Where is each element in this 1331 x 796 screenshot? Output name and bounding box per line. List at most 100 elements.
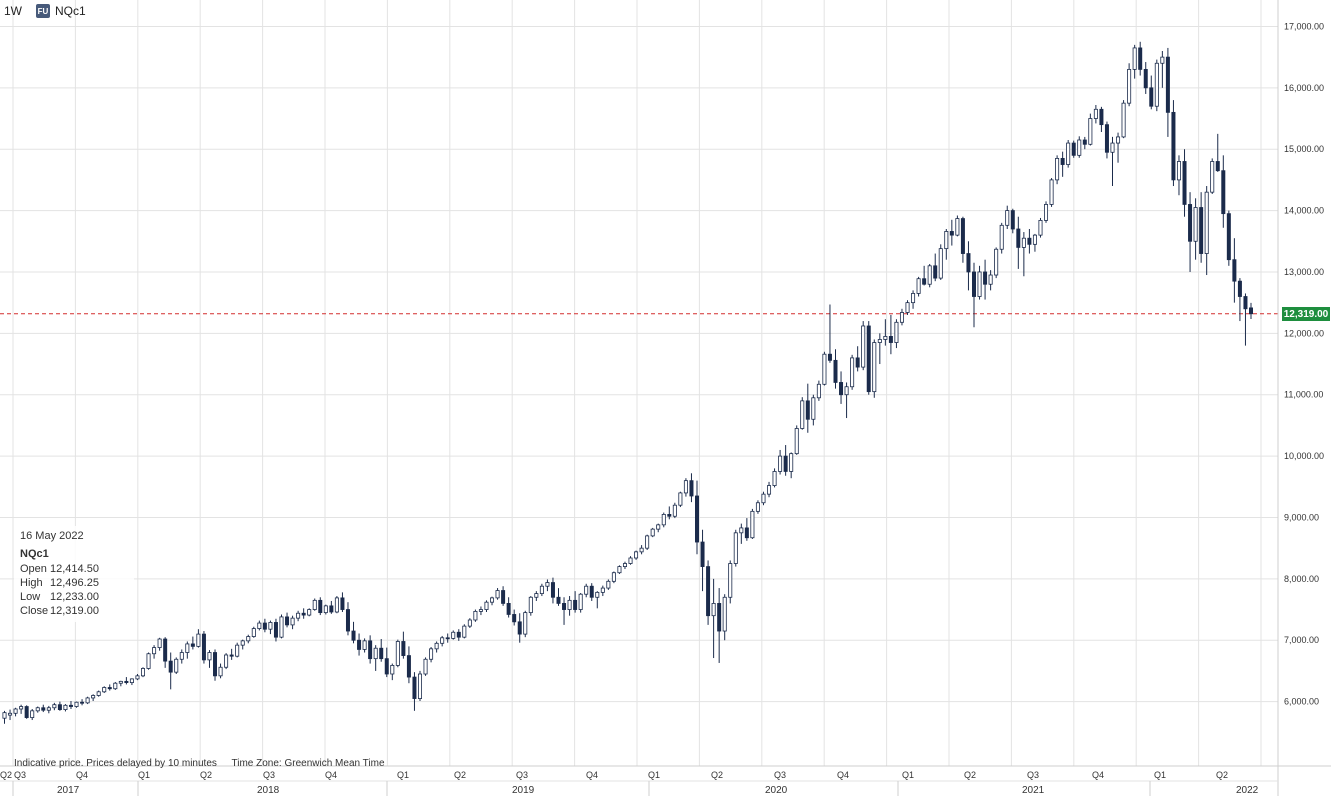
candle[interactable] [988,270,993,291]
candle[interactable] [379,639,384,662]
candle[interactable] [240,639,245,650]
candle[interactable] [357,633,362,656]
candle[interactable] [816,380,821,401]
candle[interactable] [412,672,417,711]
candle[interactable] [634,550,639,560]
candle[interactable] [96,690,101,697]
candle[interactable] [146,652,151,670]
candle[interactable] [296,610,301,622]
candle[interactable] [512,609,517,626]
candle[interactable] [645,534,650,551]
candle[interactable] [938,244,943,280]
candle[interactable] [1021,232,1026,277]
candle[interactable] [1215,133,1220,172]
candle[interactable] [584,583,589,598]
candle[interactable] [351,621,356,644]
candle[interactable] [301,608,306,619]
candle[interactable] [811,394,816,426]
candle[interactable] [617,565,622,574]
candle[interactable] [290,615,295,630]
candle[interactable] [1243,293,1248,346]
candle[interactable] [285,612,290,628]
candle[interactable] [600,585,605,597]
candle[interactable] [273,618,278,642]
candle[interactable] [8,709,13,721]
candle[interactable] [1221,155,1226,228]
candle[interactable] [1116,132,1121,163]
candle[interactable] [345,602,350,636]
candle[interactable] [534,591,539,601]
candle[interactable] [501,586,506,606]
candle[interactable] [994,247,999,279]
candle[interactable] [152,645,157,659]
candle[interactable] [52,702,57,711]
candle[interactable] [129,678,134,686]
candle[interactable] [861,321,866,371]
candle[interactable] [1071,140,1076,158]
candle[interactable] [656,523,661,533]
candle[interactable] [750,508,755,539]
candle[interactable] [323,604,328,615]
candle[interactable] [506,597,511,618]
candle[interactable] [68,701,73,709]
candle[interactable] [24,705,29,719]
candle[interactable] [905,300,910,315]
candle[interactable] [711,578,716,659]
candle[interactable] [1032,233,1037,252]
candle[interactable] [894,319,899,349]
candle[interactable] [689,473,694,503]
candle[interactable] [1055,155,1060,185]
candle[interactable] [1104,121,1109,159]
candle[interactable] [157,637,162,651]
candle[interactable] [877,333,882,365]
candle[interactable] [523,610,528,638]
candle[interactable] [80,699,85,706]
candle[interactable] [74,701,79,708]
candle[interactable] [650,527,655,538]
candle[interactable] [213,649,218,681]
candle[interactable] [888,314,893,355]
candle[interactable] [739,523,744,544]
candle[interactable] [999,222,1004,254]
candle[interactable] [700,529,705,592]
candle[interactable] [794,425,799,455]
candle[interactable] [35,706,40,713]
candle[interactable] [1165,47,1170,137]
candle[interactable] [1232,238,1237,303]
candle[interactable] [567,596,572,616]
candle[interactable] [1088,113,1093,146]
candle[interactable] [595,591,600,609]
candle[interactable] [185,641,190,659]
candle[interactable] [622,561,627,570]
candle[interactable] [1160,50,1165,88]
candle[interactable] [46,705,51,714]
candle[interactable] [1193,198,1198,260]
candle[interactable] [163,637,168,668]
candle[interactable] [440,635,445,647]
candle[interactable] [174,657,179,674]
candle[interactable] [706,560,711,625]
candle[interactable] [135,673,140,681]
candle[interactable] [1149,75,1154,110]
candle[interactable] [611,571,616,584]
candle[interactable] [1226,210,1231,266]
candle[interactable] [805,383,810,433]
candle[interactable] [722,594,727,641]
candle[interactable] [1249,302,1254,320]
candle[interactable] [19,704,24,714]
candle[interactable] [318,597,323,616]
candle[interactable] [406,646,411,684]
candle[interactable] [207,650,212,668]
candle[interactable] [767,481,772,498]
candle[interactable] [772,468,777,488]
candle[interactable] [312,598,317,611]
candle[interactable] [484,600,489,613]
candle[interactable] [1099,106,1104,133]
candle[interactable] [445,633,450,643]
candle[interactable] [395,639,400,668]
candle[interactable] [1093,105,1098,124]
candle[interactable] [451,630,456,640]
candle[interactable] [390,663,395,681]
candle[interactable] [866,321,871,395]
